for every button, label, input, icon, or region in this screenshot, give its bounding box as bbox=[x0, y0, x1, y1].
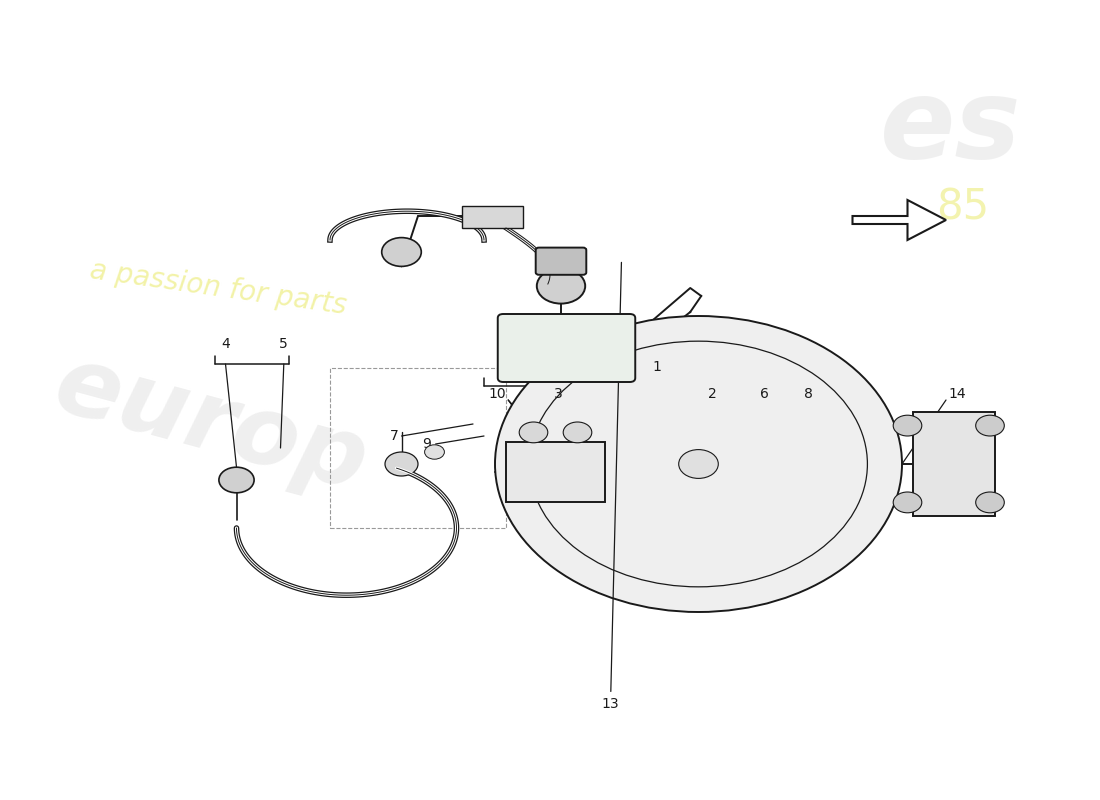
Text: a passion for parts: a passion for parts bbox=[88, 256, 349, 320]
Circle shape bbox=[495, 316, 902, 612]
Text: 10: 10 bbox=[488, 387, 506, 402]
Circle shape bbox=[425, 445, 444, 459]
Text: 3: 3 bbox=[554, 387, 563, 402]
Text: 4: 4 bbox=[221, 337, 230, 351]
Circle shape bbox=[976, 492, 1004, 513]
Text: 2: 2 bbox=[708, 387, 717, 402]
Text: 5: 5 bbox=[279, 337, 288, 351]
Text: europ: europ bbox=[44, 338, 377, 510]
Text: 8: 8 bbox=[804, 387, 813, 402]
Text: 85: 85 bbox=[936, 187, 989, 229]
Circle shape bbox=[219, 467, 254, 493]
Text: 13: 13 bbox=[602, 262, 621, 711]
FancyBboxPatch shape bbox=[506, 442, 605, 502]
Text: 6: 6 bbox=[760, 387, 769, 402]
FancyBboxPatch shape bbox=[913, 412, 996, 516]
Circle shape bbox=[385, 452, 418, 476]
Circle shape bbox=[976, 415, 1004, 436]
FancyBboxPatch shape bbox=[462, 206, 522, 228]
Circle shape bbox=[893, 492, 922, 513]
Circle shape bbox=[563, 422, 592, 443]
Text: es: es bbox=[880, 74, 1022, 182]
Circle shape bbox=[679, 450, 718, 478]
Text: 1: 1 bbox=[652, 359, 662, 374]
Circle shape bbox=[519, 422, 548, 443]
Circle shape bbox=[382, 238, 421, 266]
Text: 14: 14 bbox=[948, 387, 966, 402]
Circle shape bbox=[537, 268, 585, 304]
FancyBboxPatch shape bbox=[536, 248, 586, 275]
Text: 7: 7 bbox=[389, 429, 398, 443]
FancyBboxPatch shape bbox=[497, 314, 636, 382]
Circle shape bbox=[893, 415, 922, 436]
Text: 9: 9 bbox=[422, 437, 431, 451]
